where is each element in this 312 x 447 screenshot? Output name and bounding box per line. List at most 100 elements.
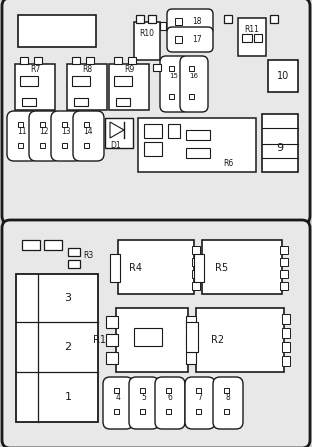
Bar xyxy=(224,15,232,23)
Text: R10: R10 xyxy=(139,30,154,38)
Bar xyxy=(166,409,171,414)
Bar xyxy=(280,246,288,254)
Bar xyxy=(106,352,118,364)
Bar xyxy=(62,122,67,127)
Bar xyxy=(114,409,119,414)
Bar xyxy=(280,258,288,266)
Bar xyxy=(20,57,28,64)
Bar xyxy=(175,18,182,25)
Bar xyxy=(116,98,130,106)
Text: 12: 12 xyxy=(39,127,49,135)
Bar xyxy=(106,334,118,346)
Text: 18: 18 xyxy=(192,17,202,25)
Bar xyxy=(196,388,201,393)
Bar xyxy=(175,36,182,43)
Bar xyxy=(18,122,23,127)
Bar xyxy=(282,328,290,338)
Text: R2: R2 xyxy=(212,335,225,345)
FancyBboxPatch shape xyxy=(73,111,104,161)
Bar xyxy=(192,246,200,254)
Bar xyxy=(74,98,88,106)
Bar xyxy=(169,94,174,99)
Bar xyxy=(268,60,298,92)
Bar xyxy=(134,22,160,60)
Text: 17: 17 xyxy=(192,34,202,43)
FancyBboxPatch shape xyxy=(2,0,310,224)
Bar xyxy=(134,328,162,346)
Bar xyxy=(86,57,94,64)
Bar xyxy=(62,143,67,148)
Bar xyxy=(68,248,80,256)
Bar xyxy=(242,34,252,42)
Text: R5: R5 xyxy=(216,263,229,273)
Text: 6: 6 xyxy=(168,393,173,402)
Bar xyxy=(106,316,118,328)
Bar xyxy=(118,240,194,294)
Bar xyxy=(44,240,62,250)
Bar xyxy=(140,409,145,414)
FancyBboxPatch shape xyxy=(185,377,215,429)
Bar xyxy=(114,76,132,86)
Bar xyxy=(144,124,162,138)
Text: 8: 8 xyxy=(226,393,230,402)
FancyBboxPatch shape xyxy=(129,377,159,429)
Bar xyxy=(114,57,122,64)
Bar xyxy=(136,15,144,23)
Bar xyxy=(280,282,288,290)
Text: 13: 13 xyxy=(61,127,71,135)
Bar xyxy=(109,64,149,110)
Bar xyxy=(202,240,282,294)
Bar xyxy=(22,98,36,106)
FancyBboxPatch shape xyxy=(51,111,82,161)
FancyBboxPatch shape xyxy=(160,56,188,112)
Bar xyxy=(186,316,196,328)
Bar xyxy=(116,308,188,372)
Bar xyxy=(280,270,288,278)
Bar xyxy=(224,409,229,414)
Bar xyxy=(40,122,45,127)
Text: R3: R3 xyxy=(83,250,93,260)
Bar xyxy=(166,388,171,393)
FancyBboxPatch shape xyxy=(29,111,60,161)
Text: R6: R6 xyxy=(223,159,233,168)
FancyBboxPatch shape xyxy=(167,9,213,34)
Text: 4: 4 xyxy=(115,393,120,402)
Bar xyxy=(110,254,120,282)
Bar xyxy=(18,143,23,148)
Bar xyxy=(68,260,80,268)
Bar xyxy=(144,142,162,156)
Bar xyxy=(20,76,38,86)
Bar xyxy=(192,282,200,290)
FancyBboxPatch shape xyxy=(180,56,208,112)
Bar xyxy=(168,124,180,138)
Text: 5: 5 xyxy=(142,393,146,402)
Bar xyxy=(22,240,40,250)
Bar xyxy=(282,356,290,366)
Bar xyxy=(262,114,298,172)
FancyBboxPatch shape xyxy=(155,377,185,429)
Polygon shape xyxy=(110,122,124,138)
Bar xyxy=(34,57,42,64)
Text: R1: R1 xyxy=(93,335,106,345)
Bar xyxy=(148,15,156,23)
Text: D1: D1 xyxy=(111,140,121,149)
Text: R4: R4 xyxy=(129,263,143,273)
Text: 14: 14 xyxy=(83,127,93,135)
Bar xyxy=(128,57,136,64)
Text: 10: 10 xyxy=(277,71,289,81)
Bar xyxy=(114,388,119,393)
Bar xyxy=(186,322,198,352)
Bar xyxy=(160,22,166,30)
Bar xyxy=(189,94,194,99)
FancyBboxPatch shape xyxy=(213,377,243,429)
Bar xyxy=(140,388,145,393)
Bar xyxy=(169,66,174,71)
Text: 3: 3 xyxy=(65,293,71,303)
Bar xyxy=(138,118,256,172)
Bar xyxy=(270,15,278,23)
Bar xyxy=(186,148,210,158)
Bar xyxy=(192,258,200,266)
Bar xyxy=(186,352,196,364)
FancyBboxPatch shape xyxy=(103,377,133,429)
Bar xyxy=(186,130,210,140)
